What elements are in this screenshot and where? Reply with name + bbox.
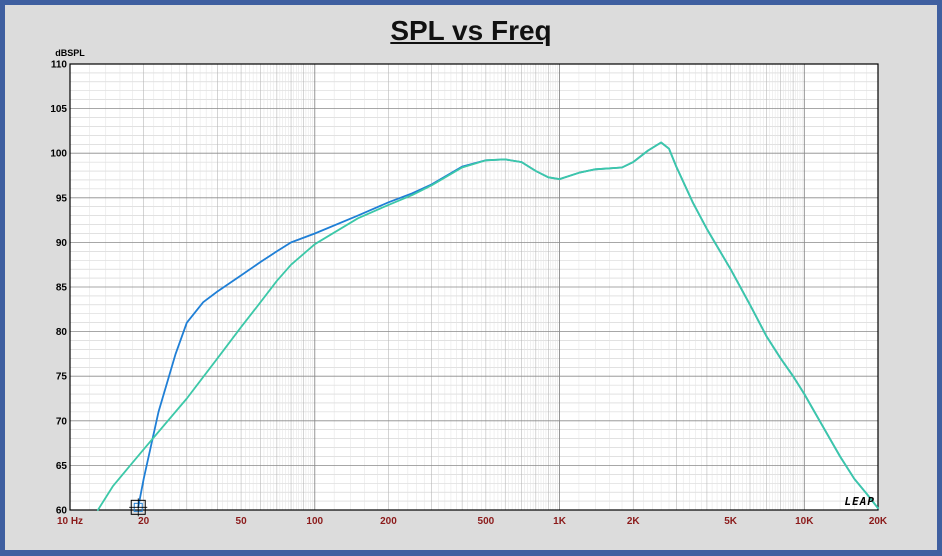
y-axis-ticks: 60 65 70 75 80 85 90 95 100 105 110 [50,60,67,517]
y-tick-label: 110 [51,60,68,71]
y-tick-label: 85 [56,283,68,294]
y-tick-label: 95 [56,193,68,204]
x-tick-label: 500 [478,516,495,527]
series-layer [97,141,879,511]
y-tick-label: 90 [56,238,68,249]
y-tick-label: 75 [56,372,68,383]
x-tick-label: 20K [869,516,888,527]
x-tick-label: 20 [138,516,150,527]
x-tick-label: 100 [306,516,323,527]
series-line-2 [97,141,879,511]
y-tick-label: 100 [50,149,67,160]
x-tick-label: 10K [795,516,814,527]
x-axis-ticks: 10 Hz 20 50 100 200 500 1K 2K 5K 10K 20K [57,516,888,527]
cursor-marker[interactable] [129,498,148,517]
y-tick-label: 80 [56,327,68,338]
x-tick-label: 1K [553,516,567,527]
x-tick-label: 5K [724,516,738,527]
x-tick-label: 2K [627,516,641,527]
y-tick-label: 70 [56,416,68,427]
y-tick-label: 65 [56,461,68,472]
leap-watermark: LEAP [845,495,876,508]
y-tick-label: 60 [56,506,68,517]
y-tick-label: 105 [50,104,67,115]
y-axis-label: dBSPL [55,48,85,58]
chart-title: SPL vs Freq [390,15,552,46]
plot-border [69,63,879,511]
x-tick-label: 50 [236,516,248,527]
x-tick-label: 200 [380,516,397,527]
x-tick-label: 10 Hz [57,516,83,527]
